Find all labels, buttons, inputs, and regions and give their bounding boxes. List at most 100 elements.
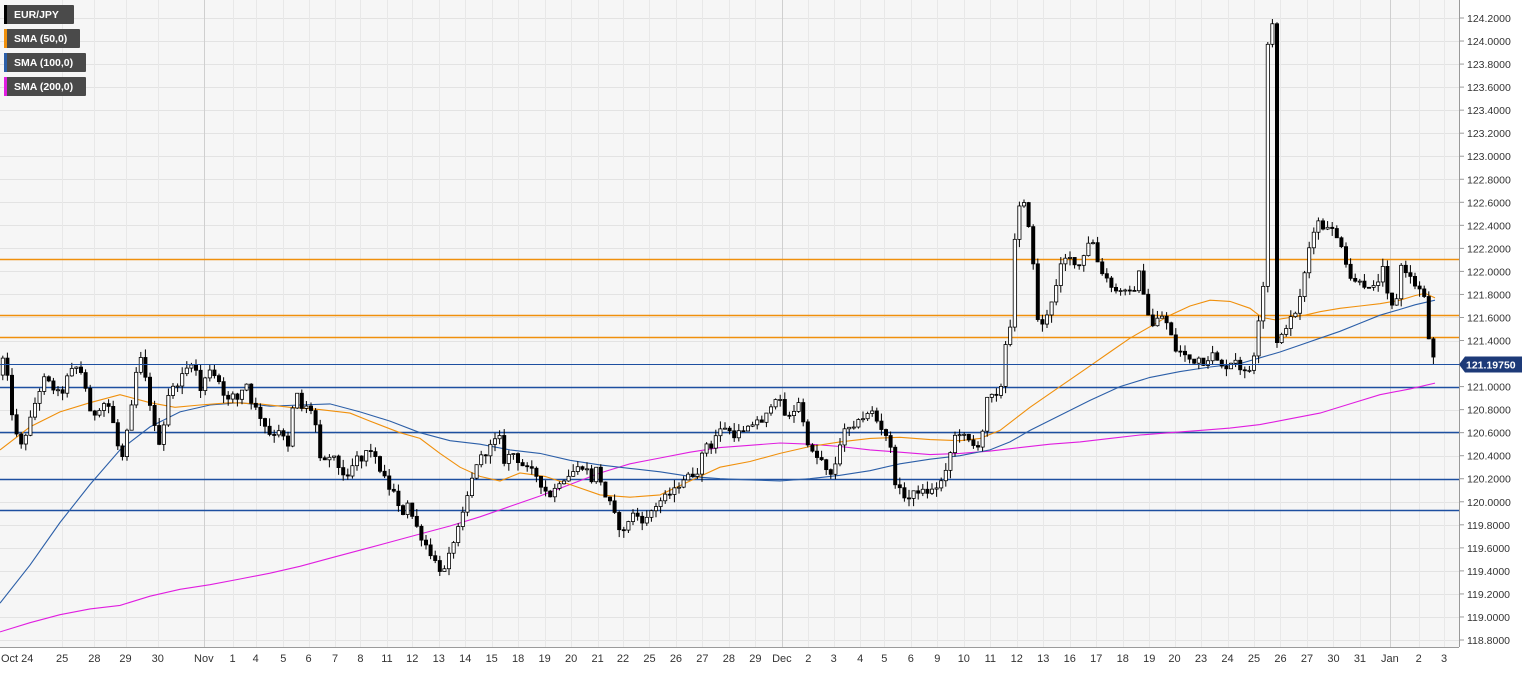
legend-label: EUR/JPY	[14, 9, 59, 21]
candle	[948, 451, 953, 479]
candle	[1316, 217, 1321, 240]
candle	[170, 382, 175, 399]
candle	[267, 418, 272, 437]
candle	[1270, 19, 1275, 48]
candle	[916, 485, 921, 500]
candle	[166, 388, 171, 427]
legend-swatch	[4, 53, 7, 72]
legend-item: SMA (100,0)	[4, 53, 86, 72]
candle	[1008, 319, 1013, 347]
candle	[534, 466, 539, 483]
candle	[479, 450, 484, 468]
candle	[796, 397, 801, 413]
x-tick-label: 29	[749, 653, 761, 665]
candle	[304, 400, 309, 414]
candle	[1426, 291, 1431, 340]
candle	[1187, 354, 1192, 364]
candle	[469, 472, 474, 498]
candle	[1252, 352, 1257, 375]
x-tick-label: 26	[1274, 653, 1286, 665]
candle	[1353, 273, 1358, 283]
candle	[19, 432, 24, 449]
candle	[999, 383, 1004, 399]
candle	[1127, 285, 1132, 295]
candle	[1219, 358, 1224, 369]
candle	[1385, 260, 1390, 300]
horizontal-levels	[0, 258, 1459, 512]
candle	[626, 520, 631, 533]
candle	[97, 408, 102, 418]
candle	[870, 406, 875, 417]
x-tick-label: 16	[1064, 653, 1076, 665]
candle	[893, 444, 898, 489]
x-tick-label: 29	[119, 653, 131, 665]
price-axis-background	[1459, 0, 1536, 669]
x-tick-label: 21	[592, 653, 604, 665]
candle	[1068, 251, 1073, 266]
candle	[102, 401, 107, 417]
candle	[1049, 301, 1054, 323]
x-tick-label: 17	[1090, 653, 1102, 665]
candle	[635, 507, 640, 521]
candle	[994, 388, 999, 402]
candle	[152, 400, 157, 432]
candle	[65, 373, 70, 398]
x-tick-label: 25	[56, 653, 68, 665]
x-tick-label: 4	[857, 653, 863, 665]
candle	[1132, 286, 1137, 292]
y-tick-label: 123.0000	[1467, 151, 1511, 163]
candle	[221, 377, 226, 404]
candle	[658, 497, 663, 514]
candle	[1321, 218, 1326, 231]
candle	[336, 454, 341, 475]
candle	[759, 415, 764, 423]
candle	[598, 464, 603, 486]
candle	[276, 424, 281, 438]
candle	[1284, 324, 1289, 337]
candle	[428, 538, 433, 560]
candle	[161, 421, 166, 451]
candle	[686, 471, 691, 481]
candle	[368, 443, 373, 458]
x-tick-label: 13	[1037, 653, 1049, 665]
candle	[1192, 358, 1197, 365]
candle	[1413, 272, 1418, 290]
candle	[465, 491, 470, 517]
candle	[262, 417, 267, 434]
price-axis-ticks: 124.2000 124.0000 123.8000 123.6000 123.4000…	[1459, 13, 1511, 647]
y-tick-label: 119.2000	[1467, 589, 1510, 601]
legend-swatch	[4, 77, 7, 96]
candle	[1265, 41, 1270, 293]
candle	[718, 421, 723, 442]
y-tick-label: 123.4000	[1467, 105, 1511, 117]
candle	[79, 361, 84, 375]
candle	[824, 458, 829, 475]
candle	[506, 450, 511, 471]
candle	[345, 468, 350, 480]
candle	[773, 398, 778, 410]
y-tick-label: 120.8000	[1467, 405, 1511, 417]
legend-label: SMA (50,0)	[14, 33, 67, 45]
candle	[106, 399, 111, 414]
candle	[805, 419, 810, 448]
candle	[249, 383, 254, 410]
x-tick-label: 5	[280, 653, 286, 665]
candle	[985, 396, 990, 437]
candle	[1141, 263, 1146, 295]
candle	[184, 361, 189, 377]
candle	[594, 466, 599, 484]
candle	[571, 464, 576, 477]
candle	[1238, 356, 1243, 375]
candle	[930, 483, 935, 495]
candle	[971, 435, 976, 449]
candle	[5, 352, 10, 381]
candle	[405, 500, 410, 519]
candle	[230, 391, 235, 403]
candle	[134, 367, 139, 409]
last-price-badge	[1459, 356, 1522, 373]
candle	[727, 426, 732, 435]
candle	[939, 477, 944, 492]
legend-item: SMA (50,0)	[4, 29, 80, 48]
candle	[557, 481, 562, 491]
